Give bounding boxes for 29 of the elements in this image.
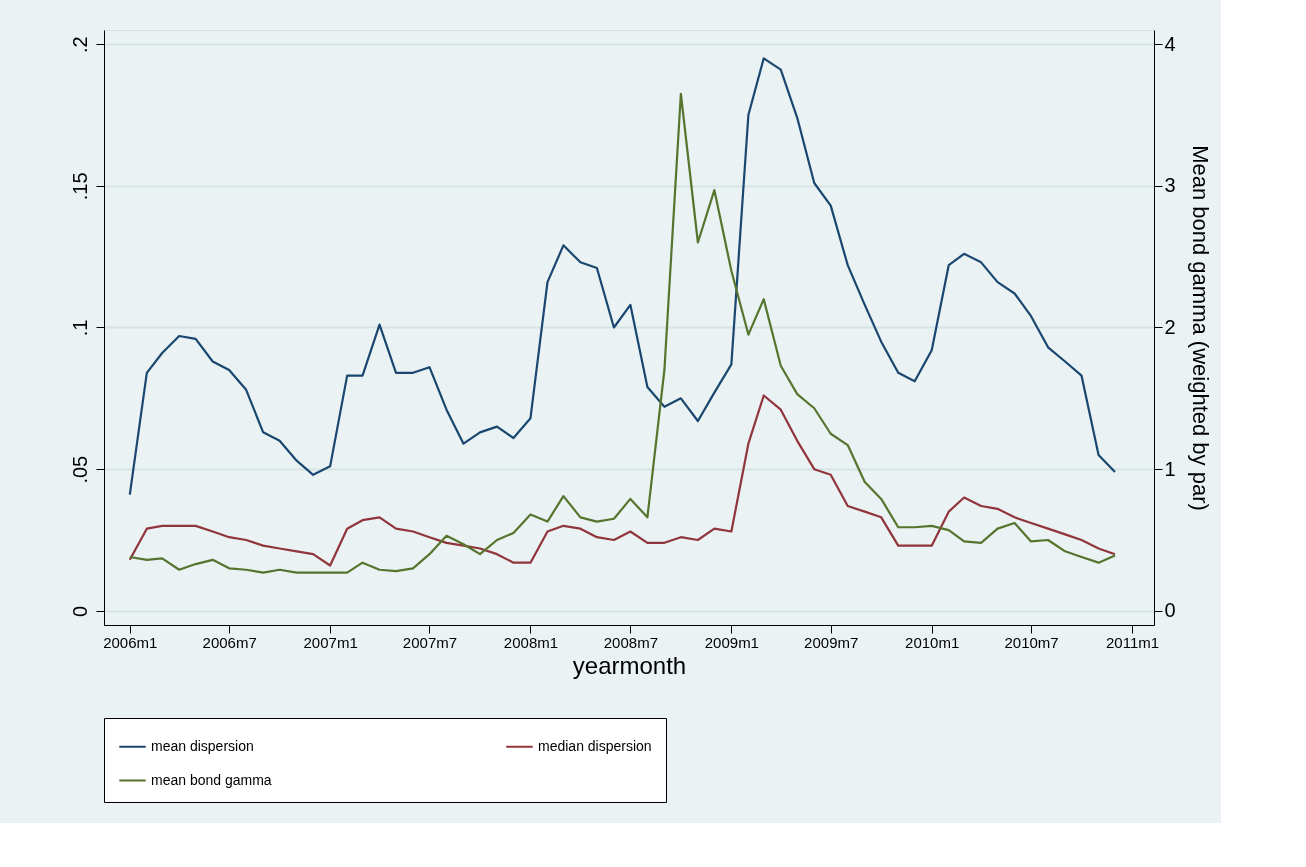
- y2-tick-label: 4: [1164, 32, 1176, 55]
- x-tick-label: 2006m7: [202, 633, 257, 651]
- x-tick-label: 2011m1: [1106, 633, 1160, 651]
- x-tick-label: 2006m1: [103, 633, 158, 651]
- line-series: [128, 57, 1117, 496]
- y-tick-label: .2: [68, 36, 91, 54]
- y2-axis-title: Mean bond gamma (weighted by par): [1187, 145, 1213, 511]
- legend-label: mean bond gamma: [151, 771, 272, 788]
- x-tick-label: 2010m1: [905, 633, 960, 651]
- y-tick-label: .15: [68, 172, 91, 201]
- line-series: [128, 394, 1117, 567]
- legend-label: mean dispersion: [151, 737, 254, 754]
- x-tick-label: 2009m7: [804, 633, 859, 651]
- x-tick-label: 2009m1: [704, 633, 759, 651]
- line-series: [128, 92, 1117, 574]
- y2-tick-label: 1: [1164, 457, 1176, 480]
- legend-label: median dispersion: [538, 737, 652, 754]
- y2-tick-label: 2: [1164, 316, 1176, 338]
- x-tick-label: 2008m1: [503, 633, 559, 651]
- y2-tick-label: 0: [1164, 599, 1176, 622]
- y-tick-label: .1: [68, 319, 91, 337]
- x-tick-label: 2007m7: [402, 633, 458, 651]
- y-tick-label: .05: [68, 455, 91, 484]
- y2-tick-label: 3: [1164, 174, 1176, 197]
- x-tick-label: 2008m7: [603, 633, 658, 651]
- y-tick-label: 0: [68, 605, 91, 617]
- x-axis-title: yearmonth: [572, 651, 687, 679]
- x-tick-label: 2010m7: [1004, 633, 1059, 651]
- x-tick-label: 2007m1: [303, 633, 358, 651]
